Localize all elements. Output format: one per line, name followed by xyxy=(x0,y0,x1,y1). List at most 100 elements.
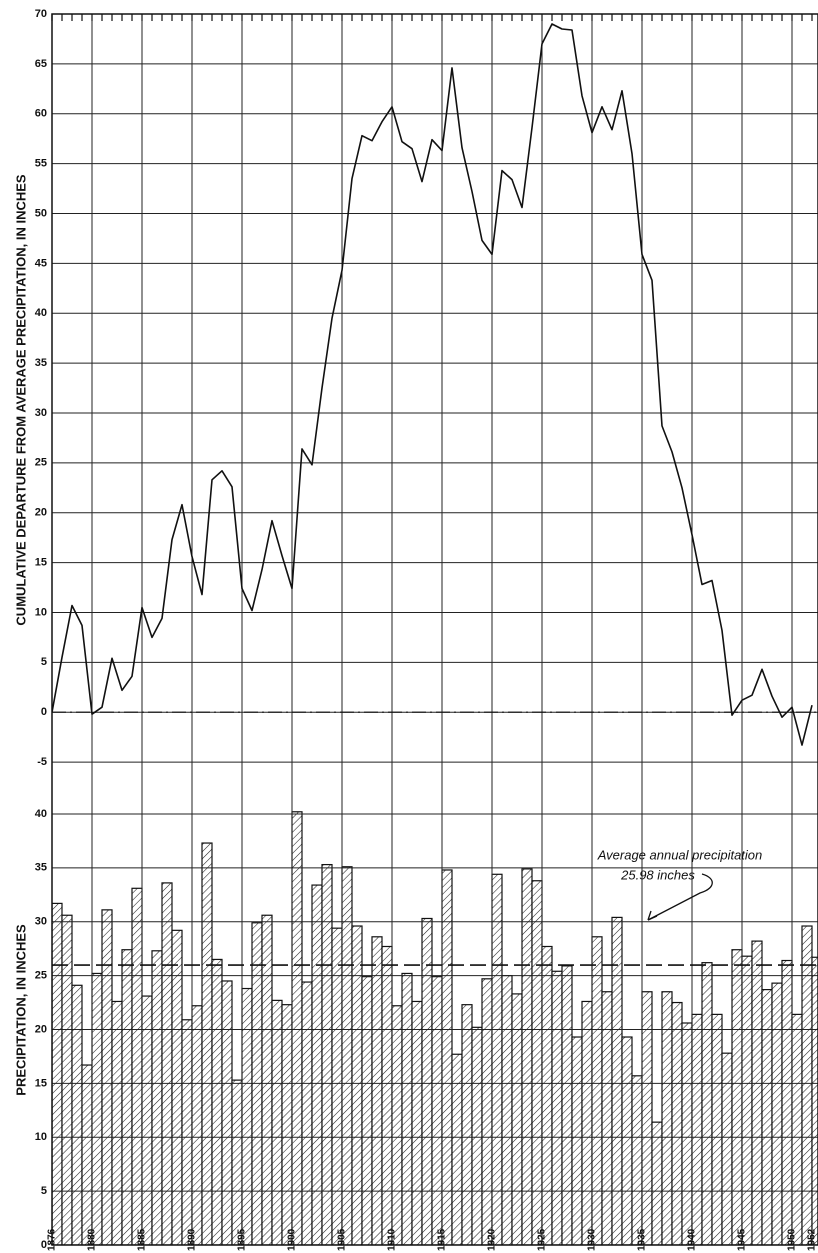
bar xyxy=(491,873,503,1245)
x-tick-label: 1910 xyxy=(387,1228,398,1251)
bar xyxy=(751,940,763,1245)
y-tick-label: 45 xyxy=(35,257,47,269)
bar xyxy=(581,1000,593,1245)
bar xyxy=(291,811,303,1245)
x-tick-label: 1890 xyxy=(187,1228,198,1251)
bar xyxy=(421,917,433,1245)
bar xyxy=(121,949,133,1245)
x-tick-label: 1900 xyxy=(287,1228,298,1251)
y-tick-label: 0 xyxy=(41,1239,47,1251)
x-tick-label: 1945 xyxy=(737,1228,748,1251)
bar xyxy=(671,1001,683,1245)
bar xyxy=(251,922,263,1245)
bar xyxy=(381,945,393,1245)
line-series xyxy=(52,23,813,746)
x-tick-label: 1930 xyxy=(587,1228,598,1251)
bar xyxy=(761,988,773,1245)
x-tick-label: 1905 xyxy=(337,1228,348,1251)
y-tick-label: 30 xyxy=(35,916,47,928)
bar xyxy=(541,945,553,1245)
bar xyxy=(501,974,513,1245)
y-tick-label: 15 xyxy=(35,556,47,568)
bar xyxy=(141,995,153,1245)
x-tick-label: 1952 xyxy=(807,1228,818,1251)
y-tick-label: 30 xyxy=(35,407,47,419)
arrow-head xyxy=(647,910,658,921)
bar xyxy=(741,955,753,1245)
y-tick-label: 5 xyxy=(41,1185,47,1197)
y-tick-label: 10 xyxy=(35,606,47,618)
y-tick-label: 35 xyxy=(35,357,47,369)
x-tick-label: 1885 xyxy=(137,1228,148,1251)
bars xyxy=(52,811,818,1245)
bar xyxy=(471,1026,483,1245)
bar xyxy=(691,1013,703,1245)
bar xyxy=(701,962,713,1245)
bar xyxy=(231,1079,243,1245)
bar xyxy=(521,868,533,1245)
bar xyxy=(811,956,818,1245)
y-tick-label: 70 xyxy=(35,8,47,20)
bar xyxy=(351,925,363,1245)
x-tick-label: 1940 xyxy=(687,1228,698,1251)
bar xyxy=(221,980,233,1245)
bar xyxy=(461,1004,473,1245)
bar xyxy=(631,1075,643,1245)
bar xyxy=(721,1052,733,1245)
foreground xyxy=(52,23,818,966)
bar xyxy=(151,950,163,1245)
bar xyxy=(771,982,783,1245)
y-tick-label: 15 xyxy=(35,1077,47,1089)
x-tick-label: 1925 xyxy=(537,1228,548,1251)
bar xyxy=(341,866,353,1245)
annotation-arrow xyxy=(647,873,713,921)
x-tick-label: 1895 xyxy=(237,1228,248,1251)
bar xyxy=(91,972,103,1245)
y-tick-label: 5 xyxy=(41,656,47,668)
x-tick-label: 1915 xyxy=(437,1228,448,1251)
bar xyxy=(171,929,183,1245)
bar xyxy=(711,1013,723,1245)
annotation: 25.98 inches xyxy=(620,867,695,882)
x-tick-label: 1935 xyxy=(637,1228,648,1251)
y-tick-label: 20 xyxy=(35,1023,47,1035)
bar xyxy=(191,1005,203,1245)
y-tick-label: 65 xyxy=(35,58,47,70)
y-tick-label: 60 xyxy=(35,108,47,120)
y-tick-label: 40 xyxy=(35,808,47,820)
x-tick-label: 1876 xyxy=(47,1228,58,1251)
bar xyxy=(731,949,743,1245)
bar xyxy=(431,976,443,1245)
bar xyxy=(101,909,113,1245)
x-tick-label: 1950 xyxy=(787,1228,798,1251)
bar xyxy=(201,842,213,1245)
plot-frame xyxy=(51,13,818,1246)
y-axis-title: CUMULATIVE DEPARTURE FROM AVERAGE PRECIP… xyxy=(13,174,28,625)
bar xyxy=(181,1019,193,1245)
bar xyxy=(52,902,63,1245)
bar xyxy=(531,880,543,1245)
bar xyxy=(611,916,623,1245)
bar xyxy=(511,993,523,1245)
bar xyxy=(791,1013,803,1245)
bar xyxy=(571,1036,583,1245)
bar xyxy=(681,1022,693,1245)
x-tick-label: 1880 xyxy=(87,1228,98,1251)
y-tick-label: 0 xyxy=(41,706,47,718)
bar xyxy=(241,987,253,1245)
bar xyxy=(81,1064,93,1245)
bar xyxy=(781,959,793,1245)
y-tick-label: 40 xyxy=(35,307,47,319)
bar xyxy=(481,978,493,1245)
bar xyxy=(361,976,373,1245)
bar xyxy=(551,970,563,1245)
y-tick-label: 20 xyxy=(35,507,47,519)
bar xyxy=(441,869,453,1245)
bar xyxy=(281,1004,293,1245)
y-tick-label: -5 xyxy=(37,756,47,768)
y-tick-label: 55 xyxy=(35,158,47,170)
bar xyxy=(301,981,313,1245)
x-tick-label: 1920 xyxy=(487,1228,498,1251)
y-tick-label: 50 xyxy=(35,207,47,219)
